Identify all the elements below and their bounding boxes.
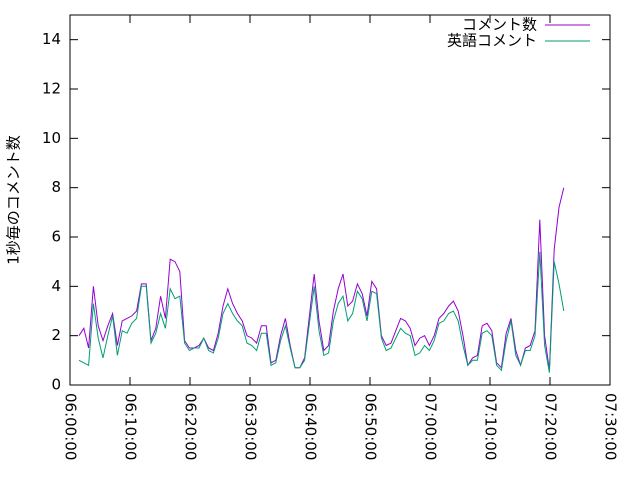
y-tick-label: 6 xyxy=(51,228,61,246)
y-axis-label: 1秒毎のコメント数 xyxy=(5,135,23,265)
series-line xyxy=(78,187,565,371)
x-tick-label: 07:00:00 xyxy=(422,393,440,460)
legend-label: 英語コメント xyxy=(447,32,537,50)
x-tick-label: 06:10:00 xyxy=(122,393,140,460)
legend-label: コメント数 xyxy=(462,16,537,34)
series-line xyxy=(78,251,565,373)
y-tick-label: 14 xyxy=(42,30,61,48)
x-tick-label: 06:00:00 xyxy=(62,393,80,460)
x-tick-label: 06:30:00 xyxy=(242,393,260,460)
y-tick-label: 8 xyxy=(51,178,61,196)
y-tick-label: 4 xyxy=(51,277,61,295)
x-tick-label: 07:10:00 xyxy=(482,393,500,460)
x-tick-label: 06:50:00 xyxy=(362,393,380,460)
y-tick-label: 12 xyxy=(42,80,61,98)
plot-frame xyxy=(69,14,611,386)
x-tick-label: 07:20:00 xyxy=(542,393,560,460)
y-tick-label: 2 xyxy=(51,326,61,344)
y-tick-label: 0 xyxy=(51,376,61,394)
x-tick-label: 06:40:00 xyxy=(302,393,320,460)
x-tick-label: 06:20:00 xyxy=(182,393,200,460)
y-tick-label: 10 xyxy=(42,129,61,147)
x-tick-label: 07:30:00 xyxy=(602,393,620,460)
